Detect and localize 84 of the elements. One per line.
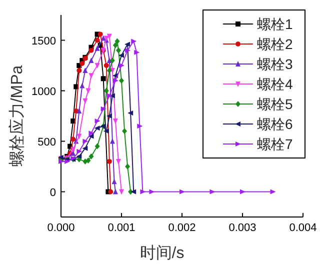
point <box>86 88 91 94</box>
point <box>88 73 94 79</box>
point <box>125 164 130 170</box>
x-tick-label: 0.000 <box>47 222 75 234</box>
point <box>104 88 109 94</box>
point <box>116 158 121 164</box>
point <box>76 134 82 140</box>
point <box>88 153 94 160</box>
point <box>270 189 276 194</box>
point <box>94 45 100 51</box>
point <box>88 48 94 53</box>
point <box>112 42 118 48</box>
point <box>100 106 106 112</box>
point <box>112 188 118 194</box>
point <box>100 76 106 82</box>
point <box>240 189 246 194</box>
point <box>82 98 88 104</box>
point <box>131 38 137 44</box>
y-axis-title: 螺栓应力/MPa <box>8 65 26 167</box>
point <box>119 189 124 195</box>
point <box>88 57 94 63</box>
point <box>106 158 112 164</box>
point <box>88 134 94 139</box>
y-tick-label: 1500 <box>32 35 56 48</box>
x-tick-label: 0.003 <box>228 222 256 234</box>
point <box>106 68 112 74</box>
point <box>94 118 100 124</box>
point <box>94 126 100 131</box>
point <box>122 128 128 134</box>
point <box>106 114 112 118</box>
point <box>134 50 140 55</box>
point <box>82 158 88 164</box>
point <box>88 130 94 136</box>
point <box>103 128 109 134</box>
point <box>94 143 100 150</box>
point <box>76 68 82 74</box>
point <box>124 42 130 47</box>
x-tick-label: 0.001 <box>108 222 136 234</box>
point <box>86 157 91 164</box>
point <box>118 52 124 58</box>
point <box>110 57 115 64</box>
point <box>114 38 120 44</box>
point <box>128 110 134 116</box>
point <box>70 136 76 142</box>
point <box>137 124 143 129</box>
point <box>104 63 109 68</box>
y-tick-label: 500 <box>38 136 56 148</box>
point <box>70 146 76 152</box>
point <box>180 189 185 194</box>
point <box>119 63 124 68</box>
point <box>112 118 118 124</box>
y-tick-label: 0 <box>50 186 56 199</box>
point <box>80 60 85 66</box>
point <box>110 138 115 144</box>
point <box>108 189 114 194</box>
point <box>130 189 136 194</box>
point <box>94 63 100 68</box>
point <box>106 93 112 98</box>
point <box>76 108 82 114</box>
x-axis-title: 时间/s <box>140 244 184 262</box>
point <box>80 82 85 88</box>
legend-label: 螺栓1 <box>257 16 293 32</box>
point <box>82 68 88 74</box>
point <box>76 154 82 159</box>
point <box>94 38 100 43</box>
legend-label: 螺栓6 <box>257 116 293 132</box>
legend-label: 螺栓5 <box>257 96 293 112</box>
point <box>82 146 88 151</box>
legend-label: 螺栓4 <box>257 76 293 92</box>
point <box>119 78 124 84</box>
point <box>76 148 82 154</box>
x-tick-label: 0.004 <box>289 222 317 234</box>
x-tick-label: 0.002 <box>168 222 196 234</box>
point <box>112 178 117 184</box>
legend-label: 螺栓3 <box>257 56 293 72</box>
point <box>82 138 88 144</box>
point <box>106 34 112 40</box>
y-tick-label: 1000 <box>32 86 56 98</box>
point <box>112 78 118 84</box>
point <box>125 48 131 53</box>
legend-label: 螺栓7 <box>257 136 293 152</box>
legend-label: 螺栓2 <box>257 36 293 52</box>
point <box>116 47 121 54</box>
point <box>98 32 103 37</box>
